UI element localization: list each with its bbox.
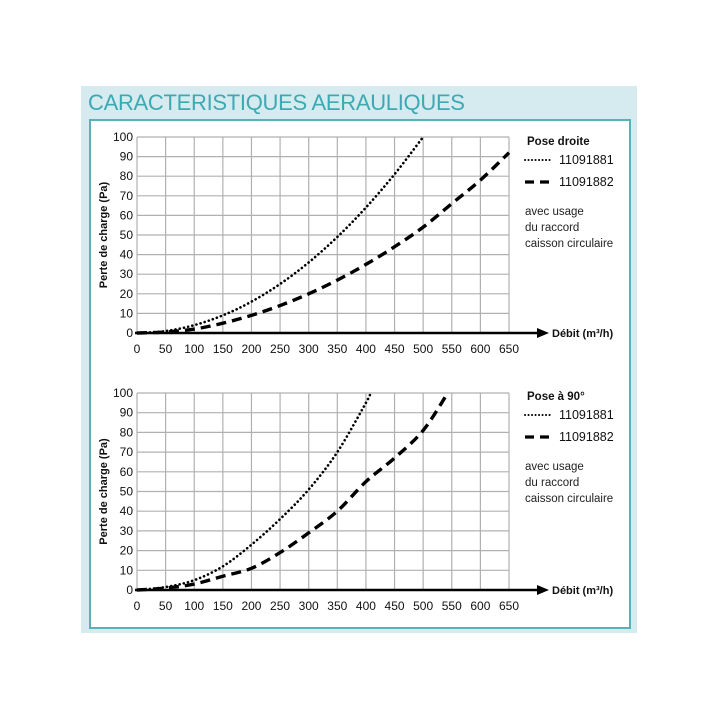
legend-note: caisson circulaire — [525, 238, 613, 250]
legend-note: avec usage — [525, 206, 584, 218]
x-tick-label: 0 — [134, 599, 141, 613]
y-tick-label: 0 — [126, 326, 133, 340]
curve-11091882 — [136, 392, 450, 592]
legend-note: du raccord — [525, 477, 579, 489]
y-tick-label: 90 — [120, 406, 134, 420]
y-tick-label: 40 — [120, 248, 134, 262]
x-tick-label: 250 — [270, 599, 290, 613]
x-axis-label: Débit (m³/h) — [552, 328, 613, 340]
y-axis-label: Perte de charge (Pa) — [98, 181, 110, 288]
x-axis-arrow-icon — [537, 585, 549, 595]
legend-note: caisson circulaire — [525, 493, 613, 505]
x-tick-label: 50 — [159, 599, 173, 613]
x-tick-label: 200 — [241, 599, 261, 613]
legend-title: Pose droite — [527, 136, 590, 148]
x-tick-label: 400 — [356, 599, 376, 613]
y-tick-label: 100 — [113, 130, 133, 144]
x-tick-label: 300 — [299, 599, 319, 613]
y-tick-label: 60 — [120, 208, 134, 222]
x-tick-label: 350 — [327, 342, 347, 356]
y-tick-label: 10 — [120, 563, 134, 577]
y-tick-label: 30 — [120, 524, 134, 538]
y-tick-label: 100 — [113, 386, 133, 400]
y-tick-label: 80 — [120, 169, 134, 183]
x-tick-label: 250 — [270, 342, 290, 356]
legend-label: 11091882 — [559, 175, 614, 189]
legend-note: avec usage — [525, 461, 584, 473]
x-axis-label: Débit (m³/h) — [552, 585, 613, 597]
y-tick-label: 40 — [120, 504, 134, 518]
legend-title: Pose à 90° — [527, 391, 585, 403]
page-title: CARACTERISTIQUES AERAULIQUES — [88, 90, 465, 115]
x-tick-label: 450 — [385, 599, 405, 613]
x-tick-label: 400 — [356, 342, 376, 356]
y-tick-label: 80 — [120, 425, 134, 439]
x-tick-label: 100 — [184, 599, 204, 613]
legend-note: du raccord — [525, 222, 579, 234]
y-tick-label: 90 — [120, 150, 134, 164]
y-axis-label: Perte de charge (Pa) — [98, 438, 110, 545]
x-tick-label: 0 — [134, 342, 141, 356]
curve-11091881 — [135, 135, 425, 335]
x-tick-label: 150 — [213, 599, 233, 613]
x-tick-label: 600 — [470, 599, 490, 613]
x-tick-label: 150 — [213, 342, 233, 356]
x-tick-label: 550 — [442, 342, 462, 356]
x-tick-label: 100 — [184, 342, 204, 356]
x-tick-label: 500 — [413, 342, 433, 356]
chart-frame — [89, 119, 631, 629]
x-axis-arrow-icon — [537, 328, 549, 338]
y-tick-label: 60 — [120, 465, 134, 479]
legend-label: 11091881 — [559, 153, 614, 167]
x-tick-label: 600 — [470, 342, 490, 356]
x-tick-label: 200 — [241, 342, 261, 356]
curve-11091881 — [135, 391, 372, 592]
y-tick-label: 70 — [120, 189, 134, 203]
x-tick-label: 450 — [385, 342, 405, 356]
curve-11091882 — [136, 151, 511, 335]
y-tick-label: 50 — [120, 228, 134, 242]
y-tick-label: 50 — [120, 485, 134, 499]
x-tick-label: 550 — [442, 599, 462, 613]
y-tick-label: 20 — [120, 287, 134, 301]
legend-label: 11091882 — [559, 430, 614, 444]
x-tick-label: 350 — [327, 599, 347, 613]
x-tick-label: 650 — [499, 342, 519, 356]
y-tick-label: 10 — [120, 306, 134, 320]
x-tick-label: 500 — [413, 599, 433, 613]
legend-label: 11091881 — [559, 408, 614, 422]
y-tick-label: 20 — [120, 544, 134, 558]
x-tick-label: 650 — [499, 599, 519, 613]
x-tick-label: 50 — [159, 342, 173, 356]
x-tick-label: 300 — [299, 342, 319, 356]
y-tick-label: 70 — [120, 445, 134, 459]
y-tick-label: 30 — [120, 267, 134, 281]
y-tick-label: 0 — [126, 583, 133, 597]
